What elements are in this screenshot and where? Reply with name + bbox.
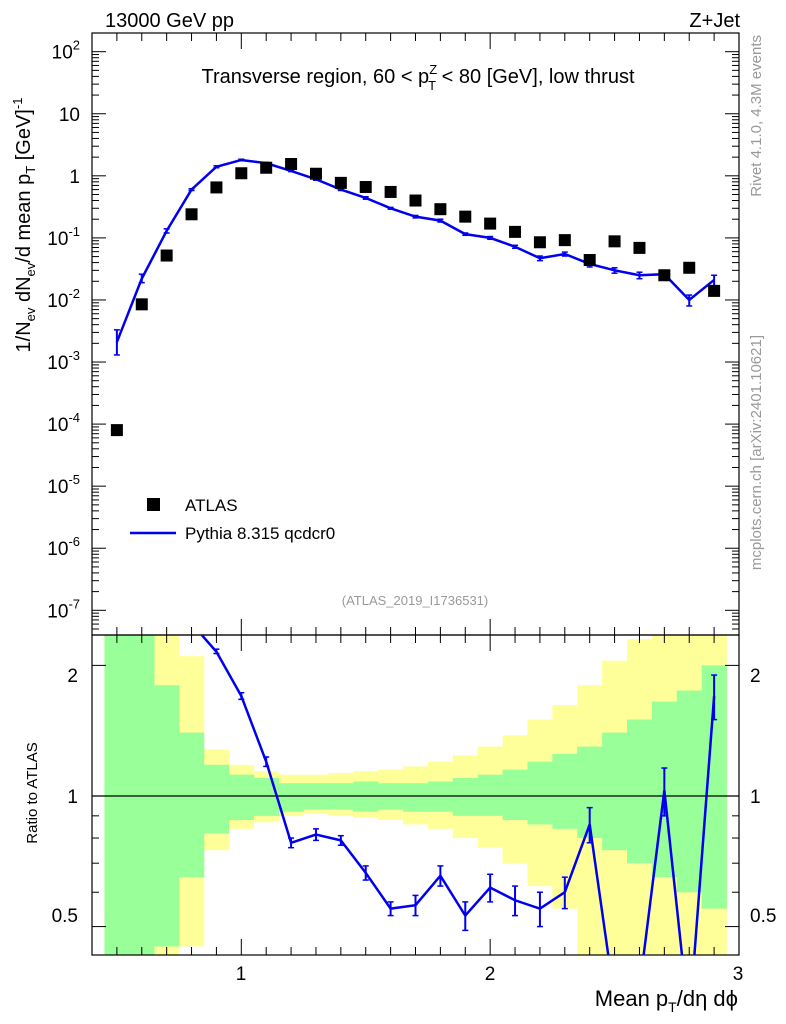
main-ylabel: 1/Nev dNev/d mean pT [GeV]-1 xyxy=(10,98,38,353)
main-ytick-label: 10-5 xyxy=(47,472,80,498)
band-inner-bin xyxy=(403,783,429,812)
main-ytick-labels: 102 10 1 10-1 10-2 10-3 10-4 10-5 10-6 10-7 xyxy=(47,38,80,623)
ratio-band-inner xyxy=(104,635,727,955)
plot-title-sup: Z xyxy=(429,62,437,77)
main-ytick-label: 10-6 xyxy=(47,534,80,560)
band-inner-bin xyxy=(477,774,503,816)
band-inner-bin xyxy=(228,774,255,821)
rivet-label: Rivet 4.1.0, 4.3M events xyxy=(748,35,765,197)
data-point xyxy=(135,298,148,311)
band-inner-bin xyxy=(179,732,205,878)
data-point xyxy=(484,217,497,230)
band-inner-bin xyxy=(278,783,304,812)
data-point xyxy=(110,424,123,437)
plot-title-pre: Transverse region, 60 < p xyxy=(201,66,429,88)
data-point xyxy=(708,284,721,297)
header-right: Z+Jet xyxy=(689,10,740,32)
data-point xyxy=(260,161,273,174)
main-ytick-label: 10-3 xyxy=(47,348,80,374)
data-point xyxy=(459,210,472,223)
band-outer-bin xyxy=(577,685,603,955)
main-ytick-label: 10 xyxy=(59,105,80,126)
band-inner-bin xyxy=(129,635,155,955)
ratio-ticks xyxy=(91,635,740,955)
band-inner-bin xyxy=(203,764,230,834)
data-point xyxy=(160,249,173,262)
xlabel: Mean pT/dη dϕ xyxy=(595,986,738,1015)
data-point xyxy=(384,185,397,198)
data-point xyxy=(334,176,347,189)
main-ytick-label: 102 xyxy=(52,38,80,64)
main-ytick-label: 10-4 xyxy=(47,410,80,436)
analysis-watermark: (ATLAS_2019_I1736531) xyxy=(342,593,488,608)
data-point xyxy=(533,236,546,249)
data-point xyxy=(509,225,522,238)
data-series-main xyxy=(110,158,721,437)
data-point xyxy=(583,254,596,267)
plot-title-post: < 80 [GeV], low thrust xyxy=(436,66,635,88)
band-inner-bin xyxy=(253,778,279,816)
main-ytick-label: 10-1 xyxy=(47,224,80,250)
main-ticks xyxy=(91,32,740,636)
ratio-ytick-left-1: 1 xyxy=(67,787,78,808)
header-left: 13000 GeV pp xyxy=(105,10,234,32)
legend-data-label: ATLAS xyxy=(185,496,238,515)
data-point xyxy=(409,194,422,207)
band-inner-bin xyxy=(104,635,130,955)
data-point xyxy=(558,234,571,247)
main-ytick-label: 1 xyxy=(69,167,80,188)
plot-title: Transverse region, 60 < pZ T < 80 [GeV], … xyxy=(201,62,634,93)
band-inner-bin xyxy=(154,685,180,947)
band-inner-bin xyxy=(552,753,578,829)
xtick-1: 1 xyxy=(236,964,247,985)
xtick-3: 3 xyxy=(733,964,744,985)
data-point xyxy=(185,208,198,221)
ratio-ytick-right-0.5: 0.5 xyxy=(750,906,776,927)
main-ytick-label: 10-7 xyxy=(47,596,80,622)
band-inner-bin xyxy=(452,778,479,816)
legend-mc-label: Pythia 8.315 qcdcr0 xyxy=(185,524,335,543)
ratio-ytick-left-0.5: 0.5 xyxy=(52,906,78,927)
ratio-ytick-left-2: 2 xyxy=(67,666,78,687)
xtick-2: 2 xyxy=(485,964,496,985)
band-inner-bin xyxy=(627,719,653,864)
band-inner-bin xyxy=(676,690,702,893)
data-point xyxy=(683,261,696,274)
data-point xyxy=(658,269,671,282)
data-point xyxy=(434,203,447,216)
mcplots-label: mcplots.cern.ch [arXiv:2401.10621] xyxy=(748,335,765,570)
ratio-ylabel: Ratio to ATLAS xyxy=(24,742,41,843)
band-inner-bin xyxy=(602,732,628,851)
data-point xyxy=(210,181,223,194)
ratio-ytick-right-2: 2 xyxy=(750,666,761,687)
plot-title-sub: T xyxy=(428,78,436,93)
mc-series-ratio xyxy=(200,635,718,955)
data-point xyxy=(633,241,646,254)
band-inner-bin xyxy=(502,769,528,821)
main-frame xyxy=(91,32,740,636)
data-point xyxy=(235,167,248,180)
data-point xyxy=(359,181,372,194)
legend-data-marker xyxy=(147,498,160,511)
ratio-ytick-right-1: 1 xyxy=(750,787,761,808)
mc-line xyxy=(115,158,715,343)
mc-series-main xyxy=(113,158,718,356)
band-inner-bin xyxy=(527,761,553,825)
data-point xyxy=(608,235,621,248)
data-point xyxy=(309,167,322,180)
data-point xyxy=(285,158,298,171)
main-ytick-label: 10-2 xyxy=(47,286,80,312)
